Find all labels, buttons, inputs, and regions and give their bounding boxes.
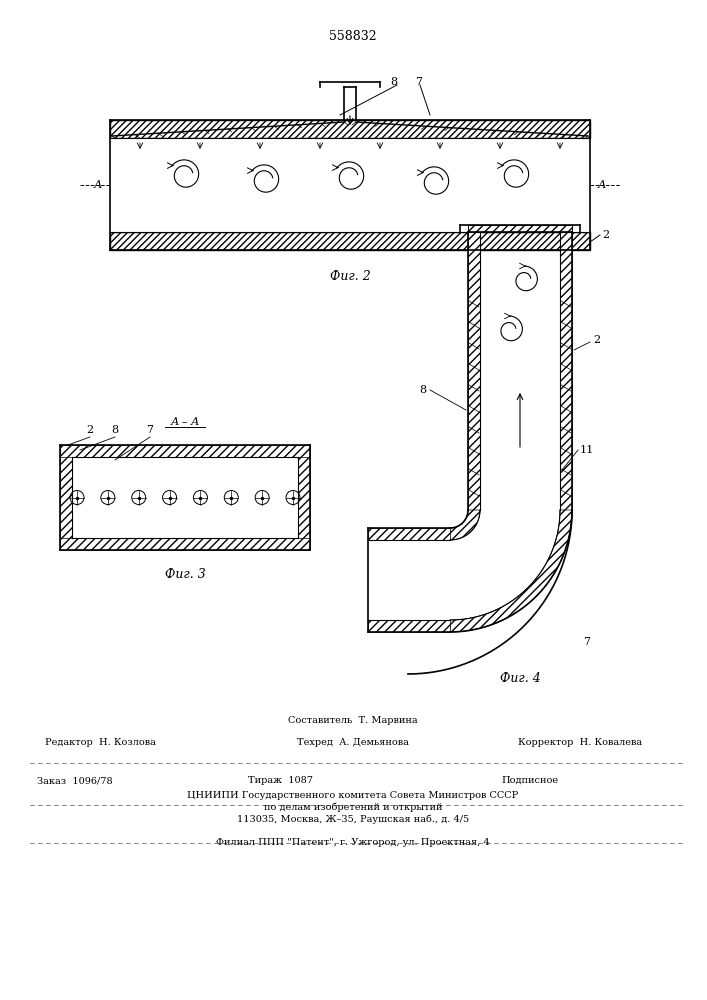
- Text: 558832: 558832: [329, 30, 377, 43]
- Text: Фиг. 3: Фиг. 3: [165, 568, 205, 581]
- Bar: [468, 232, 480, 510]
- Text: ЦНИИПИ Государственного комитета Совета Министров СССР: ЦНИИПИ Государственного комитета Совета …: [187, 791, 519, 800]
- Bar: [468, 225, 572, 232]
- Bar: [60, 445, 310, 457]
- Bar: [298, 445, 310, 550]
- Bar: [110, 120, 590, 138]
- Text: 2: 2: [602, 230, 609, 240]
- Text: А – А: А – А: [170, 417, 199, 427]
- Bar: [110, 232, 590, 250]
- Bar: [368, 528, 450, 540]
- Text: Техред  А. Демьянова: Техред А. Демьянова: [297, 738, 409, 747]
- Text: Фиг. 2: Фиг. 2: [329, 270, 370, 283]
- Text: Филиал ППП "Патент", г. Ужгород, ул. Проектная, 4: Филиал ППП "Патент", г. Ужгород, ул. Про…: [216, 838, 490, 847]
- Text: Тираж  1087: Тираж 1087: [247, 776, 312, 785]
- Text: Фиг. 4: Фиг. 4: [500, 672, 540, 685]
- Text: Составитель  Т. Марвина: Составитель Т. Марвина: [288, 716, 418, 725]
- Text: 7: 7: [583, 637, 590, 647]
- PathPatch shape: [450, 510, 572, 632]
- Text: 11: 11: [580, 445, 595, 455]
- Text: 2: 2: [593, 335, 600, 345]
- Text: Корректор  Н. Ковалева: Корректор Н. Ковалева: [518, 738, 642, 747]
- Text: 7: 7: [146, 425, 153, 435]
- Text: 2: 2: [86, 425, 93, 435]
- Text: 8: 8: [419, 385, 426, 395]
- Text: 8: 8: [112, 425, 119, 435]
- Bar: [368, 620, 450, 632]
- Text: А: А: [93, 180, 102, 190]
- Text: А: А: [598, 180, 607, 190]
- Text: Редактор  Н. Козлова: Редактор Н. Козлова: [45, 738, 156, 747]
- Text: Заказ  1096/78: Заказ 1096/78: [37, 776, 113, 785]
- Text: по делам изобретений и открытий: по делам изобретений и открытий: [264, 802, 443, 812]
- Bar: [110, 138, 590, 232]
- Bar: [60, 445, 72, 550]
- Text: 8: 8: [390, 77, 397, 87]
- Bar: [60, 538, 310, 550]
- Text: Подписное: Подписное: [501, 776, 559, 785]
- Bar: [560, 232, 572, 510]
- Text: 7: 7: [415, 77, 422, 87]
- PathPatch shape: [450, 510, 480, 540]
- Text: 113035, Москва, Ж–35, Раушская наб., д. 4/5: 113035, Москва, Ж–35, Раушская наб., д. …: [237, 814, 469, 824]
